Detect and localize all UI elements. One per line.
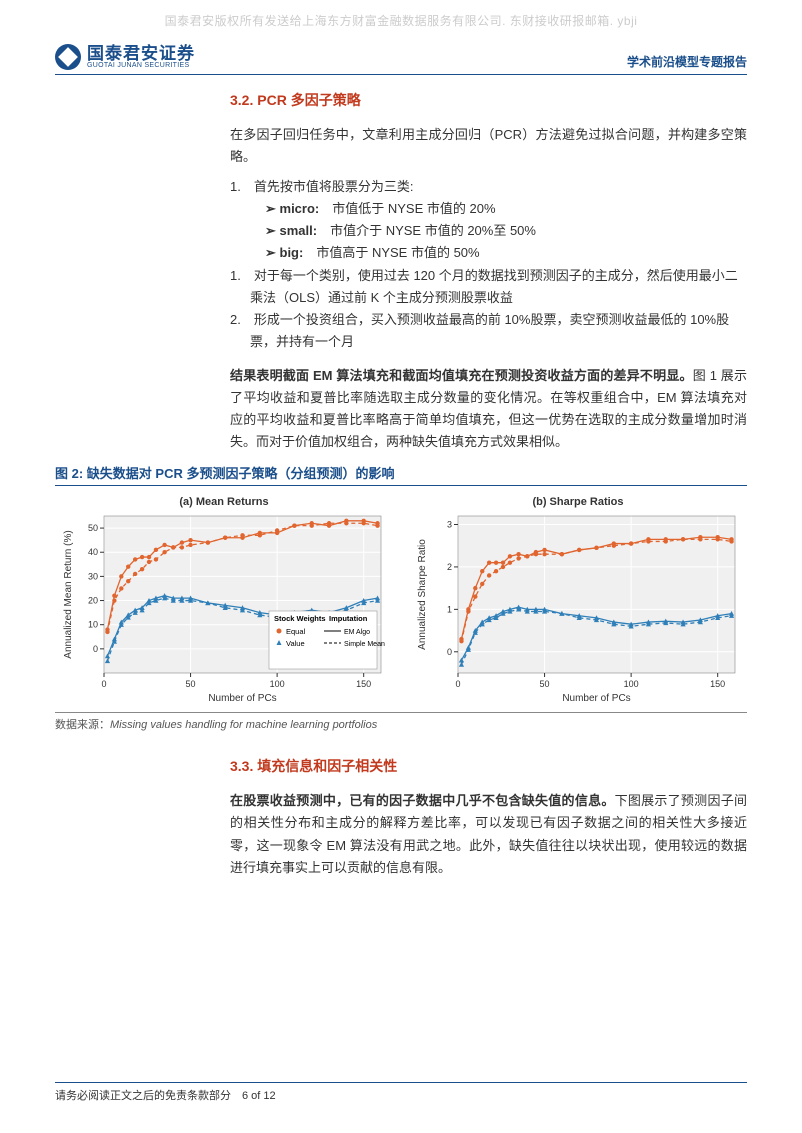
- svg-text:1: 1: [447, 605, 452, 615]
- svg-text:0: 0: [455, 679, 460, 689]
- figure-2-source: 数据来源：Missing values handling for machine…: [55, 712, 747, 732]
- logo-icon: [55, 44, 81, 70]
- svg-text:3: 3: [447, 520, 452, 530]
- svg-text:Number of PCs: Number of PCs: [208, 693, 276, 704]
- svg-text:Annualized Sharpe Ratio: Annualized Sharpe Ratio: [417, 539, 428, 650]
- figure-2-title: 图 2: 缺失数据对 PCR 多预测因子策略（分组预测）的影响: [55, 463, 747, 486]
- chart-a-title: (a) Mean Returns: [55, 496, 393, 508]
- figure-2-charts: (a) Mean Returns 05010015001020304050Num…: [55, 492, 747, 712]
- section-3-3-title: 3.3. 填充信息和因子相关性: [230, 756, 747, 776]
- chart-b-title: (b) Sharpe Ratios: [409, 496, 747, 508]
- svg-text:50: 50: [88, 523, 98, 533]
- svg-text:40: 40: [88, 548, 98, 558]
- svg-text:Number of PCs: Number of PCs: [562, 693, 630, 704]
- svg-text:0: 0: [93, 644, 98, 654]
- svg-text:Stock Weights: Stock Weights: [274, 614, 326, 623]
- chart-a: 0 50 100 150 0 10 20 30 40 50 Number of PCs Annuali…: [55, 510, 393, 705]
- sec32-para1: 在多因子回归任务中，文章利用主成分回归（PCR）方法避免过拟合问题，并构建多空策…: [230, 124, 747, 168]
- svg-text:Simple Mean: Simple Mean: [344, 641, 385, 648]
- logo-cn: 国泰君安证券: [87, 45, 195, 62]
- svg-text:50: 50: [186, 679, 196, 689]
- sec32-l1: 1. 首先按市值将股票分为三类:: [230, 176, 747, 198]
- svg-text:50: 50: [540, 679, 550, 689]
- svg-text:Value: Value: [286, 639, 305, 648]
- svg-text:100: 100: [270, 679, 285, 689]
- svg-text:0: 0: [101, 679, 106, 689]
- svg-text:10: 10: [88, 620, 98, 630]
- svg-text:2: 2: [447, 562, 452, 572]
- section-3-2-title: 3.2. PCR 多因子策略: [230, 90, 747, 110]
- svg-text:EM Algo: EM Algo: [344, 629, 370, 636]
- sec32-s1b: ➢ small: 市值介于 NYSE 市值的 20%至 50%: [265, 220, 747, 242]
- logo-en: GUOTAI JUNAN SECURITIES: [87, 62, 195, 69]
- svg-text:20: 20: [88, 596, 98, 606]
- svg-text:Equal: Equal: [286, 627, 306, 636]
- svg-text:150: 150: [710, 679, 725, 689]
- svg-text:Annualized Mean Return (%): Annualized Mean Return (%): [63, 531, 74, 659]
- svg-text:100: 100: [624, 679, 639, 689]
- page-footer: 请务必阅读正文之后的免责条款部分 6 of 12: [55, 1082, 747, 1103]
- sec32-l3: 2. 形成一个投资组合，买入预测收益最高的前 10%股票，卖空预测收益最低的 1…: [230, 309, 747, 353]
- watermark-text: 国泰君安版权所有发送给上海东方财富金融数据服务有限公司. 东财接收研报邮箱. y…: [0, 12, 802, 29]
- header-subtitle: 学术前沿模型专题报告: [627, 53, 747, 70]
- svg-text:30: 30: [88, 572, 98, 582]
- sec32-l2: 1. 对于每一个类别，使用过去 120 个月的数据找到预测因子的主成分，然后使用…: [230, 265, 747, 309]
- svg-text:Imputation: Imputation: [329, 614, 368, 623]
- sec32-para2: 结果表明截面 EM 算法填充和截面均值填充在预测投资收益方面的差异不明显。图 1…: [230, 365, 747, 453]
- sec32-s1a: ➢ micro: ➢ micro: 市值低于 NYSE 市值的 20%市值低于 …: [265, 198, 747, 220]
- sec32-s1c: ➢ big: 市值高于 NYSE 市值的 50%: [265, 242, 747, 264]
- chart-b: 0 50 100 150 0 1 2 3 Number of PCs Annualized Sha…: [409, 510, 747, 705]
- svg-text:0: 0: [447, 647, 452, 657]
- page-header: 国泰君安证券 GUOTAI JUNAN SECURITIES 学术前沿模型专题报…: [55, 30, 747, 75]
- logo: 国泰君安证券 GUOTAI JUNAN SECURITIES: [55, 44, 195, 70]
- sec33-para: 在股票收益预测中，已有的因子数据中几乎不包含缺失值的信息。下图展示了预测因子间的…: [230, 790, 747, 878]
- svg-text:150: 150: [356, 679, 371, 689]
